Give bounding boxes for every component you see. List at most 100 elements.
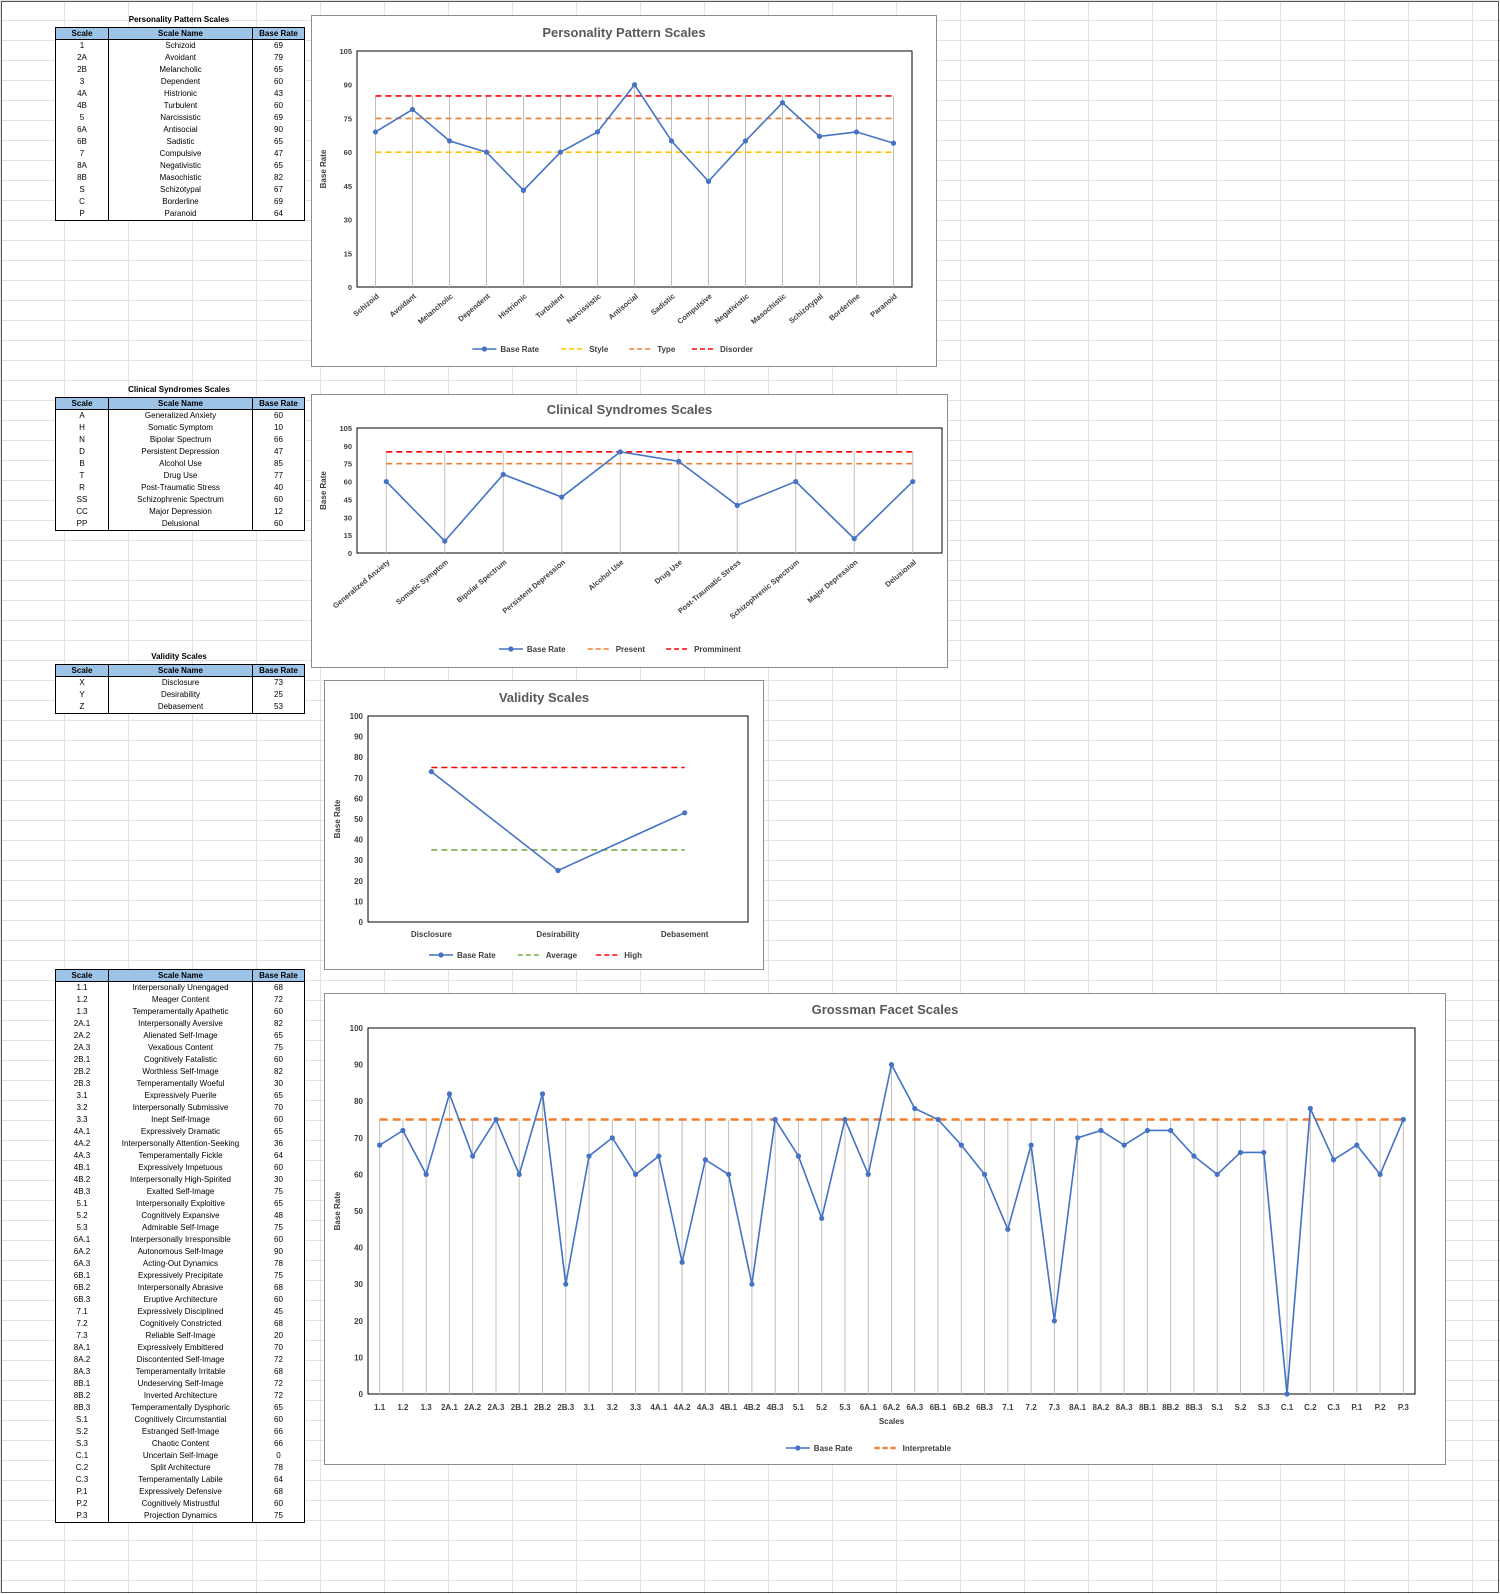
cell-rate: 60	[252, 1414, 305, 1426]
data-point	[779, 100, 786, 106]
cell-name: Inept Self-Image	[108, 1114, 253, 1126]
legend-marker	[481, 346, 487, 352]
legend-label: Promminent	[694, 645, 741, 654]
cell-rate: 68	[252, 1318, 305, 1330]
cell-scale: 8B	[55, 172, 109, 184]
cell-name: Melancholic	[108, 64, 253, 76]
data-point	[400, 1127, 406, 1134]
table-row: 5.1 Interpersonally Exploitive 65	[55, 1198, 305, 1210]
data-point	[493, 1116, 499, 1123]
table-row: B Alcohol Use 85	[55, 458, 305, 470]
x-tick-label: 4B.2	[743, 1403, 760, 1412]
col-header-scale: Scale	[55, 27, 109, 40]
data-point	[1237, 1149, 1244, 1156]
data-point	[383, 478, 389, 485]
table-row: T Drug Use 77	[55, 470, 305, 482]
data-point	[563, 1281, 569, 1287]
table-row: S.3 Chaotic Content 66	[55, 1438, 305, 1450]
cell-scale: 6B.1	[55, 1270, 109, 1282]
data-point	[1028, 1142, 1034, 1148]
cell-scale: H	[55, 422, 109, 434]
cell-name: Interpersonally Irresponsible	[108, 1234, 253, 1246]
col-header-rate: Base Rate	[252, 27, 305, 40]
x-tick-label: Dependent	[456, 291, 492, 323]
legend-item: Base Rate	[472, 345, 540, 354]
cell-name: Somatic Symptom	[108, 422, 253, 434]
y-tick-label: 0	[348, 549, 352, 558]
y-tick-label: 15	[344, 531, 352, 540]
cell-scale: 7.2	[55, 1318, 109, 1330]
cell-name: Desirability	[108, 689, 253, 701]
cell-name: Uncertain Self-Image	[108, 1450, 253, 1462]
data-point	[617, 449, 623, 455]
x-tick-label: Generalized Anxiety	[331, 557, 392, 610]
cell-rate: 82	[252, 172, 305, 184]
x-tick-label: S.3	[1258, 1403, 1271, 1412]
col-header-scale: Scale	[55, 969, 109, 982]
cell-rate: 65	[252, 1126, 305, 1138]
x-tick-label: 8B.1	[1139, 1403, 1156, 1412]
legend-item: Base Rate	[785, 1444, 853, 1453]
table-row: 5.3 Admirable Self-Image 75	[55, 1222, 305, 1234]
data-point	[594, 129, 601, 135]
cell-scale: C.3	[55, 1474, 109, 1486]
x-tick-label: C.3	[1327, 1403, 1340, 1412]
cell-name: Disclosure	[108, 676, 253, 689]
series-line-base-rate	[385, 450, 914, 543]
legend-label: Interpretable	[903, 1444, 952, 1453]
plot-area	[356, 427, 943, 554]
data-point	[372, 129, 379, 135]
data-point	[1051, 1318, 1057, 1324]
cell-name: Acting-Out Dynamics	[108, 1258, 253, 1270]
cell-rate: 65	[252, 1090, 305, 1102]
cell-name: Interpersonally Unengaged	[108, 981, 253, 994]
table-row: 6A Antisocial 90	[55, 124, 305, 136]
data-point	[632, 1171, 639, 1177]
legend-label: Base Rate	[457, 951, 496, 960]
cell-rate: 53	[252, 701, 305, 714]
table-row: H Somatic Symptom 10	[55, 422, 305, 434]
cell-rate: 68	[252, 981, 305, 994]
legend-label: High	[624, 951, 642, 960]
cell-rate: 47	[252, 148, 305, 160]
cell-scale: CC	[55, 506, 109, 518]
cell-rate: 72	[252, 1354, 305, 1366]
cell-name: Avoidant	[108, 52, 253, 64]
col-header-rate: Base Rate	[252, 664, 305, 677]
cell-scale: 6A.3	[55, 1258, 109, 1270]
x-tick-label: Histrionic	[497, 292, 529, 321]
cell-scale: 1.2	[55, 994, 109, 1006]
col-header-rate: Base Rate	[252, 969, 305, 982]
cell-scale: 2A.1	[55, 1018, 109, 1030]
table-row: 6A.3 Acting-Out Dynamics 78	[55, 1258, 305, 1270]
cell-name: Temperamentally Labile	[108, 1474, 253, 1486]
x-tick-label: 2A.3	[488, 1403, 505, 1412]
x-tick-label: 6B.2	[953, 1403, 970, 1412]
cell-scale: S.3	[55, 1438, 109, 1450]
table-row: PP Delusional 60	[55, 518, 305, 531]
x-tick-label: P.2	[1375, 1403, 1387, 1412]
cell-scale: 8B.3	[55, 1402, 109, 1414]
cell-name: Alienated Self-Image	[108, 1030, 253, 1042]
cell-name: Expressively Defensive	[108, 1486, 253, 1498]
cell-scale: 2A.2	[55, 1030, 109, 1042]
chart-title: Personality Pattern Scales	[542, 25, 705, 40]
y-tick-label: 15	[344, 249, 352, 258]
cell-rate: 75	[252, 1222, 305, 1234]
x-tick-label: Post-Traumatic Stress	[676, 558, 742, 616]
data-point	[516, 1171, 522, 1177]
data-point	[520, 187, 527, 193]
data-point	[705, 178, 712, 184]
data-point	[442, 538, 448, 544]
data-point	[668, 138, 675, 144]
gfs-table: Scale Scale Name Base Rate 1.1 Interpersonal…	[55, 969, 305, 1523]
x-tick-label: 3.2	[607, 1403, 619, 1412]
cell-rate: 60	[252, 1498, 305, 1510]
table-row: 4A.3 Temperamentally Fickle 64	[55, 1150, 305, 1162]
table-row: 2B.2 Worthless Self-Image 82	[55, 1066, 305, 1078]
data-point	[890, 140, 897, 146]
table-row: 8B.2 Inverted Architecture 72	[55, 1390, 305, 1402]
x-tick-label: 8A.1	[1069, 1403, 1086, 1412]
data-point	[1400, 1116, 1406, 1123]
cell-scale: 3	[55, 76, 109, 88]
